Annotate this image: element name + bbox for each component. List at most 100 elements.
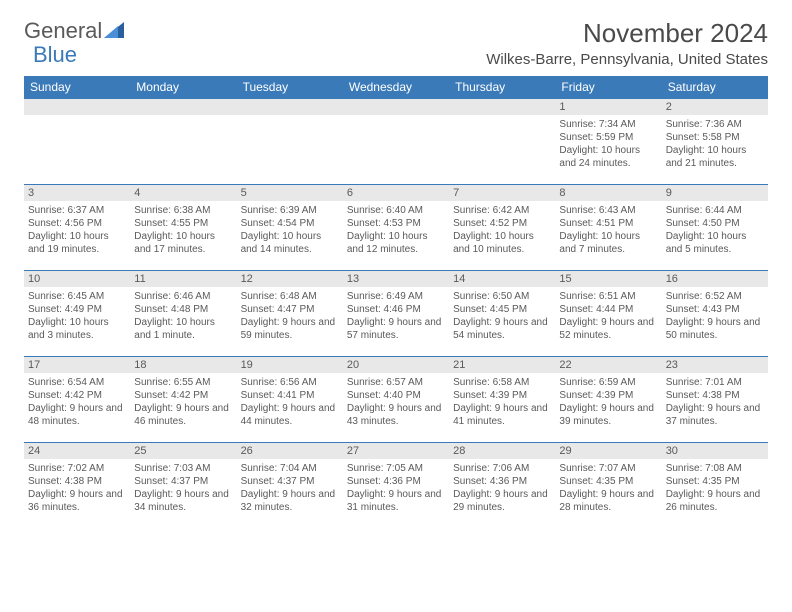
daylight-text: Daylight: 10 hours and 14 minutes.	[241, 230, 339, 256]
day-number: 13	[343, 271, 449, 287]
calendar-cell: 24Sunrise: 7:02 AMSunset: 4:38 PMDayligh…	[24, 443, 130, 529]
day-number: 14	[449, 271, 555, 287]
calendar-cell: 12Sunrise: 6:48 AMSunset: 4:47 PMDayligh…	[237, 271, 343, 357]
daylight-text: Daylight: 9 hours and 29 minutes.	[453, 488, 551, 514]
sunrise-text: Sunrise: 7:07 AM	[559, 462, 657, 475]
sunrise-text: Sunrise: 6:54 AM	[28, 376, 126, 389]
day-detail: Sunrise: 6:49 AMSunset: 4:46 PMDaylight:…	[343, 287, 449, 345]
day-number: 26	[237, 443, 343, 459]
calendar-cell: 13Sunrise: 6:49 AMSunset: 4:46 PMDayligh…	[343, 271, 449, 357]
day-number: 2	[662, 99, 768, 115]
daylight-text: Daylight: 9 hours and 54 minutes.	[453, 316, 551, 342]
daylight-text: Daylight: 10 hours and 3 minutes.	[28, 316, 126, 342]
day-number: 4	[130, 185, 236, 201]
calendar-cell: 14Sunrise: 6:50 AMSunset: 4:45 PMDayligh…	[449, 271, 555, 357]
calendar-cell: 18Sunrise: 6:55 AMSunset: 4:42 PMDayligh…	[130, 357, 236, 443]
daylight-text: Daylight: 9 hours and 41 minutes.	[453, 402, 551, 428]
day-detail: Sunrise: 6:55 AMSunset: 4:42 PMDaylight:…	[130, 373, 236, 431]
day-detail: Sunrise: 6:40 AMSunset: 4:53 PMDaylight:…	[343, 201, 449, 259]
sunset-text: Sunset: 4:43 PM	[666, 303, 764, 316]
day-detail: Sunrise: 6:44 AMSunset: 4:50 PMDaylight:…	[662, 201, 768, 259]
day-number: 12	[237, 271, 343, 287]
sunset-text: Sunset: 4:46 PM	[347, 303, 445, 316]
calendar-cell: 21Sunrise: 6:58 AMSunset: 4:39 PMDayligh…	[449, 357, 555, 443]
sunset-text: Sunset: 4:41 PM	[241, 389, 339, 402]
daylight-text: Daylight: 9 hours and 52 minutes.	[559, 316, 657, 342]
calendar-cell: 17Sunrise: 6:54 AMSunset: 4:42 PMDayligh…	[24, 357, 130, 443]
daylight-text: Daylight: 10 hours and 10 minutes.	[453, 230, 551, 256]
day-number	[343, 99, 449, 115]
sunset-text: Sunset: 4:54 PM	[241, 217, 339, 230]
day-detail: Sunrise: 6:37 AMSunset: 4:56 PMDaylight:…	[24, 201, 130, 259]
sunrise-text: Sunrise: 6:56 AM	[241, 376, 339, 389]
day-number: 16	[662, 271, 768, 287]
daylight-text: Daylight: 10 hours and 5 minutes.	[666, 230, 764, 256]
sunrise-text: Sunrise: 6:50 AM	[453, 290, 551, 303]
title-block: November 2024 Wilkes-Barre, Pennsylvania…	[486, 18, 768, 68]
sunrise-text: Sunrise: 6:45 AM	[28, 290, 126, 303]
daylight-text: Daylight: 9 hours and 57 minutes.	[347, 316, 445, 342]
calendar-week-row: 10Sunrise: 6:45 AMSunset: 4:49 PMDayligh…	[24, 271, 768, 357]
day-detail: Sunrise: 7:08 AMSunset: 4:35 PMDaylight:…	[662, 459, 768, 517]
day-number: 25	[130, 443, 236, 459]
sunrise-text: Sunrise: 7:03 AM	[134, 462, 232, 475]
dayhead-sun: Sunday	[24, 76, 130, 99]
sunrise-text: Sunrise: 7:05 AM	[347, 462, 445, 475]
sunrise-text: Sunrise: 7:36 AM	[666, 118, 764, 131]
dayhead-mon: Monday	[130, 76, 236, 99]
day-number: 27	[343, 443, 449, 459]
sunrise-text: Sunrise: 6:40 AM	[347, 204, 445, 217]
day-detail: Sunrise: 6:38 AMSunset: 4:55 PMDaylight:…	[130, 201, 236, 259]
day-number	[237, 99, 343, 115]
sunrise-text: Sunrise: 6:38 AM	[134, 204, 232, 217]
calendar-cell: 1Sunrise: 7:34 AMSunset: 5:59 PMDaylight…	[555, 99, 661, 185]
sunset-text: Sunset: 4:39 PM	[453, 389, 551, 402]
dayhead-fri: Friday	[555, 76, 661, 99]
day-number: 28	[449, 443, 555, 459]
calendar-cell: 10Sunrise: 6:45 AMSunset: 4:49 PMDayligh…	[24, 271, 130, 357]
logo: General	[24, 18, 124, 44]
sunrise-text: Sunrise: 6:37 AM	[28, 204, 126, 217]
sunrise-text: Sunrise: 7:04 AM	[241, 462, 339, 475]
day-detail: Sunrise: 6:39 AMSunset: 4:54 PMDaylight:…	[237, 201, 343, 259]
day-number	[130, 99, 236, 115]
day-detail: Sunrise: 6:57 AMSunset: 4:40 PMDaylight:…	[343, 373, 449, 431]
sunrise-text: Sunrise: 6:43 AM	[559, 204, 657, 217]
daylight-text: Daylight: 9 hours and 37 minutes.	[666, 402, 764, 428]
sunset-text: Sunset: 4:35 PM	[559, 475, 657, 488]
sunrise-text: Sunrise: 6:52 AM	[666, 290, 764, 303]
day-number: 29	[555, 443, 661, 459]
calendar-week-row: 1Sunrise: 7:34 AMSunset: 5:59 PMDaylight…	[24, 99, 768, 185]
daylight-text: Daylight: 9 hours and 28 minutes.	[559, 488, 657, 514]
calendar-cell: 28Sunrise: 7:06 AMSunset: 4:36 PMDayligh…	[449, 443, 555, 529]
sunset-text: Sunset: 4:36 PM	[453, 475, 551, 488]
day-number: 15	[555, 271, 661, 287]
sunrise-text: Sunrise: 6:39 AM	[241, 204, 339, 217]
calendar-cell: 30Sunrise: 7:08 AMSunset: 4:35 PMDayligh…	[662, 443, 768, 529]
calendar-cell: 19Sunrise: 6:56 AMSunset: 4:41 PMDayligh…	[237, 357, 343, 443]
daylight-text: Daylight: 9 hours and 31 minutes.	[347, 488, 445, 514]
daylight-text: Daylight: 9 hours and 44 minutes.	[241, 402, 339, 428]
day-number: 22	[555, 357, 661, 373]
day-detail: Sunrise: 7:06 AMSunset: 4:36 PMDaylight:…	[449, 459, 555, 517]
sunset-text: Sunset: 4:42 PM	[134, 389, 232, 402]
day-number: 8	[555, 185, 661, 201]
calendar-cell	[130, 99, 236, 185]
day-detail: Sunrise: 7:01 AMSunset: 4:38 PMDaylight:…	[662, 373, 768, 431]
calendar-cell: 29 Sunrise: 7:07 AMSunset: 4:35 PMDayligh…	[555, 443, 661, 529]
calendar-table: Sunday Monday Tuesday Wednesday Thursday…	[24, 76, 768, 529]
day-number	[24, 99, 130, 115]
day-number: 1	[555, 99, 661, 115]
calendar-week-row: 3Sunrise: 6:37 AMSunset: 4:56 PMDaylight…	[24, 185, 768, 271]
sunset-text: Sunset: 4:47 PM	[241, 303, 339, 316]
day-detail: Sunrise: 7:34 AMSunset: 5:59 PMDaylight:…	[555, 115, 661, 173]
sunset-text: Sunset: 4:42 PM	[28, 389, 126, 402]
sunset-text: Sunset: 4:39 PM	[559, 389, 657, 402]
sunset-text: Sunset: 4:53 PM	[347, 217, 445, 230]
location-text: Wilkes-Barre, Pennsylvania, United State…	[486, 51, 768, 68]
calendar-cell: 7Sunrise: 6:42 AMSunset: 4:52 PMDaylight…	[449, 185, 555, 271]
calendar-cell: 26Sunrise: 7:04 AMSunset: 4:37 PMDayligh…	[237, 443, 343, 529]
calendar-cell: 15Sunrise: 6:51 AMSunset: 4:44 PMDayligh…	[555, 271, 661, 357]
logo-text-general: General	[24, 18, 102, 44]
sunrise-text: Sunrise: 7:06 AM	[453, 462, 551, 475]
